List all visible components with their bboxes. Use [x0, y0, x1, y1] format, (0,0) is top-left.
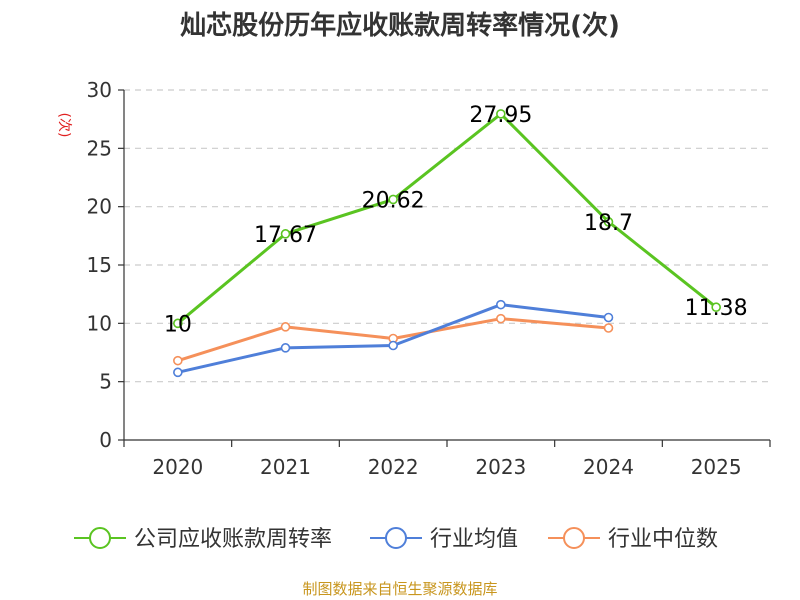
data-point	[173, 355, 183, 366]
data-point	[280, 322, 291, 332]
legend-swatch-marker	[385, 527, 407, 549]
gridlines	[124, 89, 770, 383]
y-tick-label: 0	[99, 428, 112, 452]
y-tick-label: 30	[87, 78, 112, 102]
data-point	[603, 323, 614, 333]
x-tick-label: 2022	[368, 455, 419, 479]
data-point	[388, 194, 398, 205]
data-point	[603, 312, 614, 323]
y-tick-label: 25	[87, 136, 112, 160]
legend-swatch-marker	[89, 527, 111, 549]
data-label: 18.7	[584, 211, 633, 236]
y-tick-label: 20	[87, 195, 112, 219]
data-point	[388, 340, 398, 351]
source-note: 制图数据来自恒生聚源数据库	[302, 580, 497, 598]
legend: 公司应收账款周转率 行业均值 行业中位数	[74, 527, 718, 552]
data-point	[173, 367, 183, 378]
legend-label: 行业中位数	[608, 527, 718, 552]
legend-label: 行业均值	[430, 527, 518, 552]
x-tick-label: 2025	[691, 455, 742, 479]
data-label: 20.62	[362, 188, 425, 213]
data-labels: 10 17.67 20.62 27.95 18.7 11.38	[164, 103, 748, 337]
x-tick-label: 2020	[152, 455, 203, 479]
y-axis-label: (次)	[56, 113, 72, 138]
data-point	[711, 302, 721, 313]
legend-label: 公司应收账款周转率	[134, 527, 332, 552]
data-point	[496, 313, 506, 324]
data-point	[496, 299, 506, 310]
data-point	[280, 343, 291, 353]
x-tick-label: 2023	[475, 455, 526, 479]
data-point	[280, 229, 291, 239]
x-tick-label: 2024	[583, 455, 634, 479]
data-label: 17.67	[254, 223, 317, 248]
legend-swatch-marker	[563, 527, 585, 549]
data-label: 10	[164, 312, 192, 337]
data-label: 27.95	[469, 103, 532, 128]
series-group	[173, 109, 721, 378]
data-label: 11.38	[685, 296, 748, 321]
y-tick-label: 15	[87, 253, 112, 277]
x-tick-label: 2021	[260, 455, 311, 479]
series-line	[176, 112, 718, 325]
chart-title: 灿芯股份历年应收账款周转率情况(次)	[180, 10, 620, 41]
data-point	[603, 217, 614, 227]
data-point	[496, 109, 506, 119]
data-point	[173, 318, 183, 329]
y-tick-label: 10	[87, 311, 112, 335]
y-tick-label: 5	[99, 370, 112, 394]
